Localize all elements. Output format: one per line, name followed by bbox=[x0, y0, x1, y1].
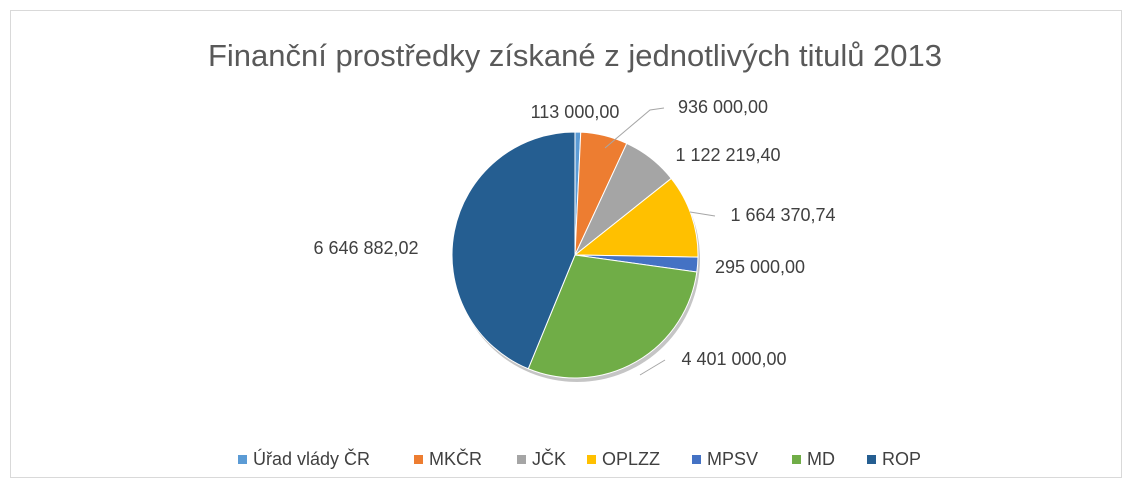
legend-swatch bbox=[867, 455, 876, 464]
data-label: 295 000,00 bbox=[715, 257, 805, 277]
leader-line bbox=[689, 211, 716, 217]
leader-line bbox=[604, 107, 665, 149]
legend-label: MPSV bbox=[707, 449, 758, 469]
legend-label: MD bbox=[807, 449, 835, 469]
legend-swatch bbox=[692, 455, 701, 464]
legend-label: MKČR bbox=[429, 448, 482, 469]
legend-swatch bbox=[792, 455, 801, 464]
data-label: 936 000,00 bbox=[678, 97, 768, 117]
data-label: 1 664 370,74 bbox=[730, 205, 835, 225]
data-label: 4 401 000,00 bbox=[681, 349, 786, 369]
legend-label: JČK bbox=[532, 448, 566, 469]
pie-slice bbox=[527, 254, 698, 379]
legend-swatch bbox=[587, 455, 596, 464]
chart-title: Finanční prostředky získané z jednotlivý… bbox=[208, 38, 942, 73]
legend-swatch bbox=[238, 455, 247, 464]
leader-line bbox=[639, 359, 666, 376]
pie-slice bbox=[451, 131, 576, 370]
legend-swatch bbox=[414, 455, 423, 464]
data-label: 6 646 882,02 bbox=[313, 238, 418, 258]
legend-label: OPLZZ bbox=[602, 449, 660, 469]
legend-label: Úřad vlády ČR bbox=[253, 448, 370, 469]
legend-label: ROP bbox=[882, 449, 921, 469]
legend-swatch bbox=[517, 455, 526, 464]
data-label: 113 000,00 bbox=[531, 102, 620, 122]
pie-slice bbox=[573, 177, 699, 258]
data-label: 1 122 219,40 bbox=[675, 145, 780, 165]
